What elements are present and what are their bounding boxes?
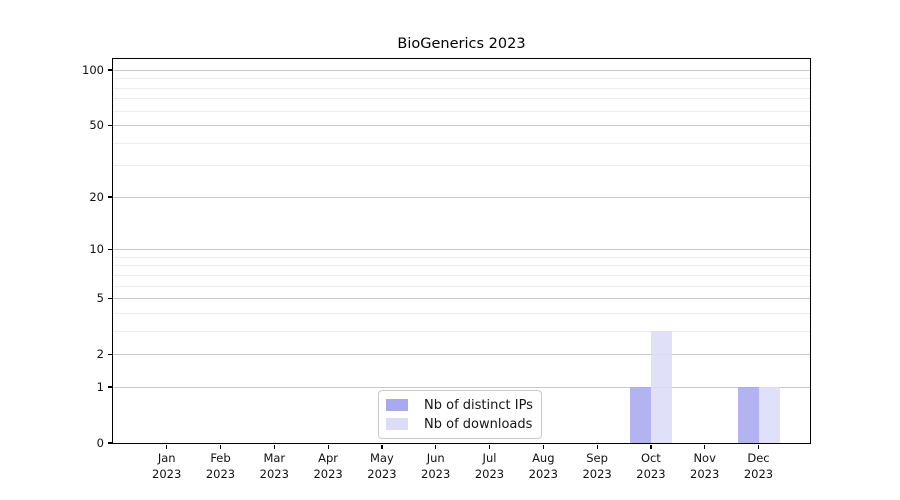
x-tick-text: 2023	[528, 466, 558, 481]
y-tick-mark	[107, 386, 113, 388]
x-tick-text: 2023	[367, 466, 397, 481]
x-tick-mark	[542, 444, 544, 449]
y-tick-mark	[107, 248, 113, 250]
x-tick-text: 2023	[474, 466, 505, 481]
gridline-minor	[113, 98, 810, 100]
bar-nb-of-distinct-ips-oct	[629, 386, 651, 443]
x-tick-label: Jan 2023	[135, 451, 199, 482]
x-tick-text: 2023	[743, 466, 774, 481]
legend-label-distinct-ips: Nb of distinct IPs	[424, 397, 533, 413]
gridline-minor	[113, 256, 810, 258]
x-tick-label: Feb 2023	[189, 451, 253, 482]
y-tick-mark	[107, 442, 113, 444]
plot-area	[111, 57, 811, 444]
chart-title: BioGenerics 2023	[397, 36, 526, 52]
y-tick-mark	[107, 69, 113, 71]
gridline-major	[113, 354, 810, 356]
x-tick-mark	[704, 444, 706, 449]
y-tick-label: 2	[96, 347, 104, 362]
gridline-minor	[113, 165, 810, 167]
y-tick-label: 0	[96, 436, 104, 450]
bar-nb-of-downloads-oct	[650, 330, 672, 443]
y-tick-mark	[107, 297, 113, 299]
x-tick-text: Jun	[426, 451, 445, 465]
x-tick-label: Oct 2023	[619, 451, 683, 482]
x-tick-label: Mar 2023	[242, 451, 306, 482]
x-tick-text: Feb	[210, 451, 231, 465]
gridline-major	[113, 386, 810, 388]
x-tick-mark	[757, 444, 760, 449]
x-tick-text: Sep	[586, 451, 608, 465]
x-tick-mark	[435, 444, 437, 449]
x-tick-mark	[488, 444, 491, 449]
gridline-major	[113, 196, 810, 198]
x-tick-label: Aug 2023	[511, 451, 575, 482]
x-tick-mark	[219, 444, 222, 449]
x-tick-text: 2023	[152, 466, 182, 481]
y-tick-label: 1	[96, 379, 104, 394]
y-tick-label: 10	[89, 242, 104, 257]
x-tick-mark	[596, 444, 598, 449]
gridline-minor	[113, 265, 810, 267]
gridline-major	[113, 249, 810, 251]
gridline-minor	[113, 87, 810, 89]
gridline-minor	[113, 330, 810, 332]
x-tick-mark	[273, 444, 275, 449]
y-tick-mark	[107, 124, 113, 126]
x-tick-label: Sep 2023	[565, 451, 629, 482]
y-tick-label: 100	[82, 63, 104, 77]
legend-label-downloads: Nb of downloads	[424, 416, 533, 432]
x-tick-label: Jul 2023	[458, 451, 522, 482]
x-tick-mark	[381, 444, 383, 449]
y-tick-mark	[107, 353, 113, 355]
x-tick-label: Jun 2023	[404, 451, 468, 482]
x-tick-text: Nov	[693, 451, 716, 465]
x-tick-text: Apr	[318, 451, 339, 465]
legend-swatch-downloads	[386, 418, 408, 430]
x-tick-text: May	[370, 451, 394, 465]
x-tick-text: Mar	[263, 451, 286, 465]
legend-swatch-distinct-ips	[386, 399, 408, 411]
bar-nb-of-distinct-ips-dec	[737, 386, 759, 443]
legend-item-distinct-ips: Nb of distinct IPs	[385, 396, 535, 414]
x-tick-text: Dec	[747, 451, 770, 465]
x-tick-text: Aug	[532, 451, 555, 465]
x-tick-text: Oct	[640, 451, 661, 465]
x-tick-label: Nov 2023	[673, 451, 737, 482]
x-tick-text: 2023	[582, 466, 612, 481]
legend: Nb of distinct IPs Nb of downloads	[378, 390, 542, 439]
gridline-minor	[113, 78, 810, 80]
x-tick-text: 2023	[205, 466, 236, 481]
y-tick-label: 50	[89, 118, 104, 133]
x-tick-text: Jul	[482, 451, 497, 465]
legend-item-downloads: Nb of downloads	[385, 415, 535, 433]
x-tick-text: 2023	[421, 466, 451, 481]
bar-nb-of-downloads-dec	[758, 386, 780, 443]
x-tick-mark	[327, 444, 329, 449]
x-tick-text: Jan	[157, 451, 176, 465]
gridline-minor	[113, 110, 810, 112]
x-tick-label: Dec 2023	[727, 451, 791, 482]
y-tick-mark	[107, 196, 113, 198]
gridline-major	[113, 125, 810, 127]
x-tick-label: Apr 2023	[296, 451, 360, 482]
gridline-major	[113, 70, 810, 71]
gridline-minor	[113, 312, 810, 314]
x-tick-text: 2023	[259, 466, 289, 481]
x-tick-text: 2023	[313, 466, 343, 481]
x-tick-mark	[166, 444, 168, 449]
x-tick-label: May 2023	[350, 451, 414, 482]
x-tick-mark	[650, 444, 652, 449]
y-tick-label: 5	[96, 291, 104, 306]
gridline-minor	[113, 274, 810, 276]
y-tick-label: 20	[89, 189, 104, 204]
gridline-minor	[113, 142, 810, 144]
x-tick-text: 2023	[690, 466, 720, 481]
x-tick-text: 2023	[636, 466, 666, 481]
gridline-minor	[113, 285, 810, 287]
gridline-major	[113, 298, 810, 300]
